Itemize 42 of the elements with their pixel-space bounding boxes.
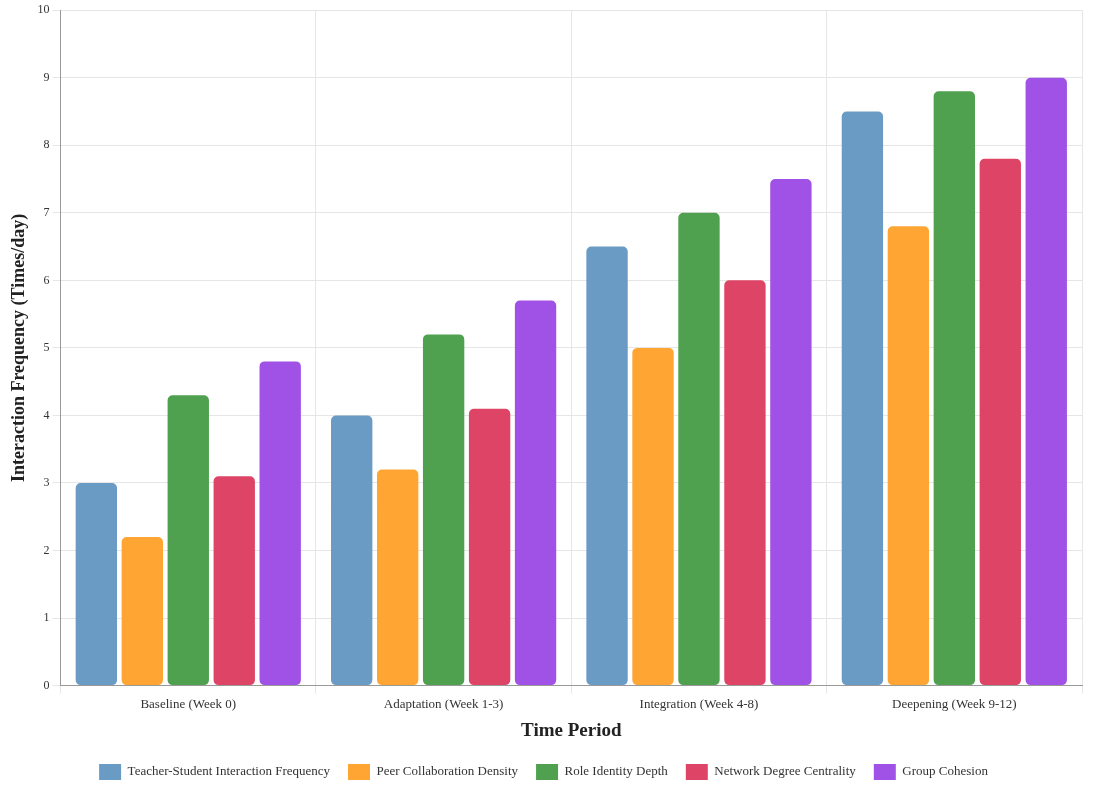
bar bbox=[167, 395, 209, 686]
legend-label: Group Cohesion bbox=[902, 763, 989, 779]
bar bbox=[259, 361, 301, 686]
bar bbox=[678, 212, 720, 686]
y-tick-label: 9 bbox=[43, 69, 50, 84]
bar bbox=[121, 537, 163, 686]
y-tick-label: 1 bbox=[43, 610, 50, 625]
bar bbox=[979, 158, 1021, 686]
bar bbox=[887, 226, 930, 686]
x-tick-label: Baseline (Week 0) bbox=[140, 695, 237, 711]
y-tick-label: 2 bbox=[43, 542, 50, 557]
bar bbox=[933, 91, 976, 686]
bar bbox=[586, 246, 628, 686]
bar bbox=[632, 347, 674, 686]
x-tick-label: Integration (Week 4-8) bbox=[639, 695, 759, 711]
y-tick-label: 4 bbox=[43, 407, 50, 422]
x-axis-title: Time Period bbox=[521, 718, 622, 740]
y-tick-label: 10 bbox=[37, 2, 50, 17]
y-tick-label: 7 bbox=[43, 204, 50, 219]
y-axis-title: Interaction Frequency (Times/day) bbox=[8, 213, 30, 483]
bar bbox=[468, 408, 511, 686]
legend-label: Teacher-Student Interaction Frequency bbox=[127, 763, 331, 779]
bar bbox=[724, 280, 766, 686]
bar bbox=[75, 482, 118, 686]
y-tick-label: 3 bbox=[43, 475, 50, 490]
bar bbox=[514, 300, 557, 686]
bar bbox=[841, 111, 884, 686]
bar bbox=[770, 179, 812, 686]
bar bbox=[213, 476, 255, 686]
bar bbox=[376, 469, 419, 686]
legend-label: Peer Collaboration Density bbox=[376, 763, 519, 779]
y-tick-label: 8 bbox=[43, 137, 50, 152]
x-tick-label: Deepening (Week 9-12) bbox=[892, 695, 1017, 711]
y-tick-label: 6 bbox=[43, 272, 50, 287]
y-tick-label: 0 bbox=[43, 677, 50, 692]
x-tick-label: Adaptation (Week 1-3) bbox=[383, 695, 504, 711]
bar bbox=[331, 415, 373, 686]
bar bbox=[1025, 77, 1067, 686]
legend-label: Network Degree Centrality bbox=[714, 763, 857, 779]
legend-label: Role Identity Depth bbox=[564, 763, 669, 779]
y-tick-label: 5 bbox=[43, 340, 50, 355]
bar bbox=[422, 334, 465, 686]
